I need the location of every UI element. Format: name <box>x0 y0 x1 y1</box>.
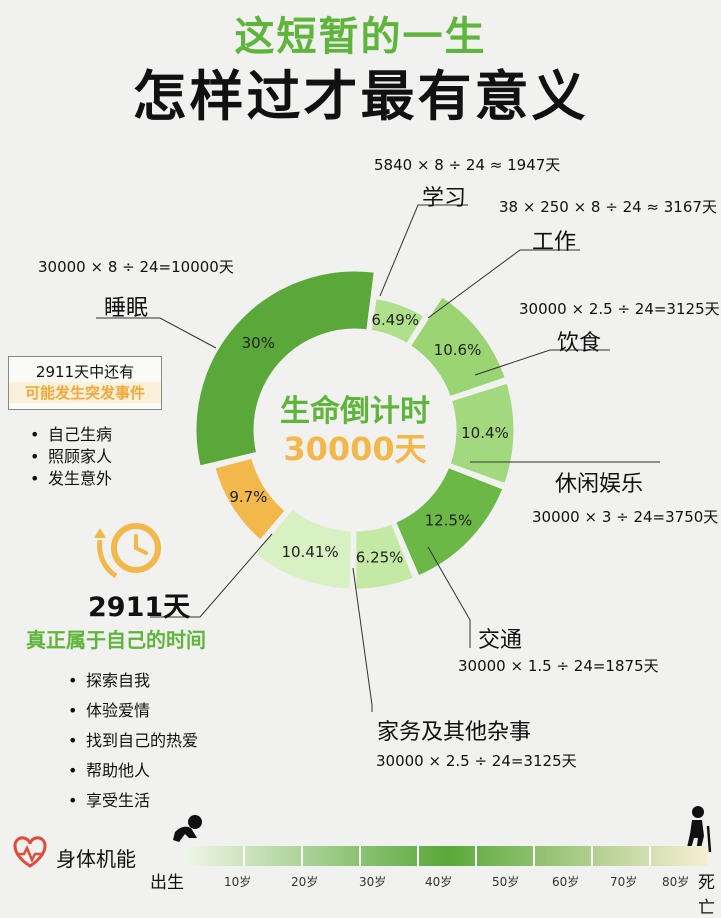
death-label: 死亡 <box>698 873 715 918</box>
note-line-1: 2911天中还有 <box>35 363 135 381</box>
percent-label-free: 9.7% <box>229 488 267 506</box>
slice-leisure <box>392 464 506 579</box>
formula-leisure: 30000 × 3 ÷ 24=3750天 <box>532 508 719 526</box>
slice-food <box>447 380 517 487</box>
activities-list: 探索自我 体验爱情 找到自己的热爱 帮助他人 享受生活 <box>66 666 198 816</box>
tick-label: 80岁 <box>662 875 690 889</box>
label-study: 学习 <box>422 186 467 211</box>
percent-label-traffic: 6.25% <box>356 549 404 567</box>
label-traffic: 交通 <box>478 628 523 653</box>
leader-food <box>474 349 610 376</box>
percent-label-study: 6.49% <box>371 311 419 329</box>
formula-food: 30000 × 2.5 ÷ 24=3125天 <box>519 300 720 318</box>
title-line-1: 这短暂的一生 <box>234 14 487 60</box>
percent-labels: 30% 6.49% 10.6% 10.4% 12.5% 6.25% 10.41% 9.7% <box>229 311 508 567</box>
elderly-icon <box>686 806 712 853</box>
tick-label: 20岁 <box>291 875 319 889</box>
tick-label: 30岁 <box>359 875 387 889</box>
list-item: 发生意外 <box>28 468 112 490</box>
bar-dividers <box>243 846 651 866</box>
label-sleep: 睡眠 <box>104 296 149 321</box>
percent-label-food: 10.4% <box>461 424 509 442</box>
leader-free <box>150 533 273 618</box>
free-days: 2911天 <box>88 592 191 623</box>
label-food: 饮食 <box>557 331 602 356</box>
clock-icon <box>94 523 161 579</box>
tick-label: 50岁 <box>492 875 520 889</box>
donut-slices <box>193 268 517 592</box>
list-item: 照顾家人 <box>28 446 112 468</box>
list-item: 找到自己的热爱 <box>66 726 198 756</box>
body-function-bar <box>186 846 708 866</box>
formula-study: 5840 × 8 ÷ 24 ≈ 1947天 <box>374 156 561 174</box>
tick-label: 70岁 <box>610 875 638 889</box>
leader-work <box>427 249 580 319</box>
title-line-2: 怎样过才最有意义 <box>132 65 589 128</box>
list-item: 自己生病 <box>28 424 112 446</box>
tick-label: 40岁 <box>425 875 453 889</box>
list-item: 体验爱情 <box>66 696 198 726</box>
label-chores: 家务及其他杂事 <box>377 720 532 745</box>
slice-traffic <box>353 520 417 592</box>
percent-label-leisure: 12.5% <box>425 511 473 529</box>
tick-label: 60岁 <box>552 875 580 889</box>
list-item: 帮助他人 <box>66 756 198 786</box>
heart-pulse-icon <box>13 836 47 868</box>
list-item: 享受生活 <box>66 786 198 816</box>
formula-sleep: 30000 × 8 ÷ 24=10000天 <box>38 258 234 276</box>
events-list: 自己生病 照顾家人 发生意外 <box>28 424 112 490</box>
list-item: 探索自我 <box>66 666 198 696</box>
emergency-note-box: 2911天中还有 可能发生突发事件 <box>8 356 162 410</box>
leader-traffic <box>427 546 471 648</box>
body-function-label: 身体机能 <box>56 847 136 871</box>
leader-sleep <box>96 317 217 349</box>
tick-label: 10岁 <box>224 875 252 889</box>
label-leisure: 休闲娱乐 <box>555 472 644 497</box>
leader-chores <box>352 567 373 712</box>
percent-label-work: 10.6% <box>434 341 482 359</box>
free-time-subtitle: 真正属于自己的时间 <box>26 628 206 652</box>
center-title: 生命倒计时 <box>280 394 430 429</box>
percent-label-sleep: 30% <box>242 334 275 352</box>
formula-chores: 30000 × 2.5 ÷ 24=3125天 <box>376 752 577 770</box>
note-line-2: 可能发生突发事件 <box>9 382 161 403</box>
leader-study <box>379 204 468 297</box>
birth-label: 出生 <box>150 873 184 893</box>
baby-icon <box>173 815 202 842</box>
slice-free <box>212 455 289 544</box>
label-work: 工作 <box>532 230 577 255</box>
slice-study <box>368 295 428 347</box>
percent-label-chores: 10.41% <box>281 543 338 561</box>
formula-traffic: 30000 × 1.5 ÷ 24=1875天 <box>458 657 659 675</box>
leader-lines <box>96 204 660 712</box>
slice-sleep <box>193 268 378 469</box>
center-days: 30000天 <box>283 430 427 468</box>
formula-work: 38 × 250 × 8 ÷ 24 ≈ 3167天 <box>499 198 717 216</box>
